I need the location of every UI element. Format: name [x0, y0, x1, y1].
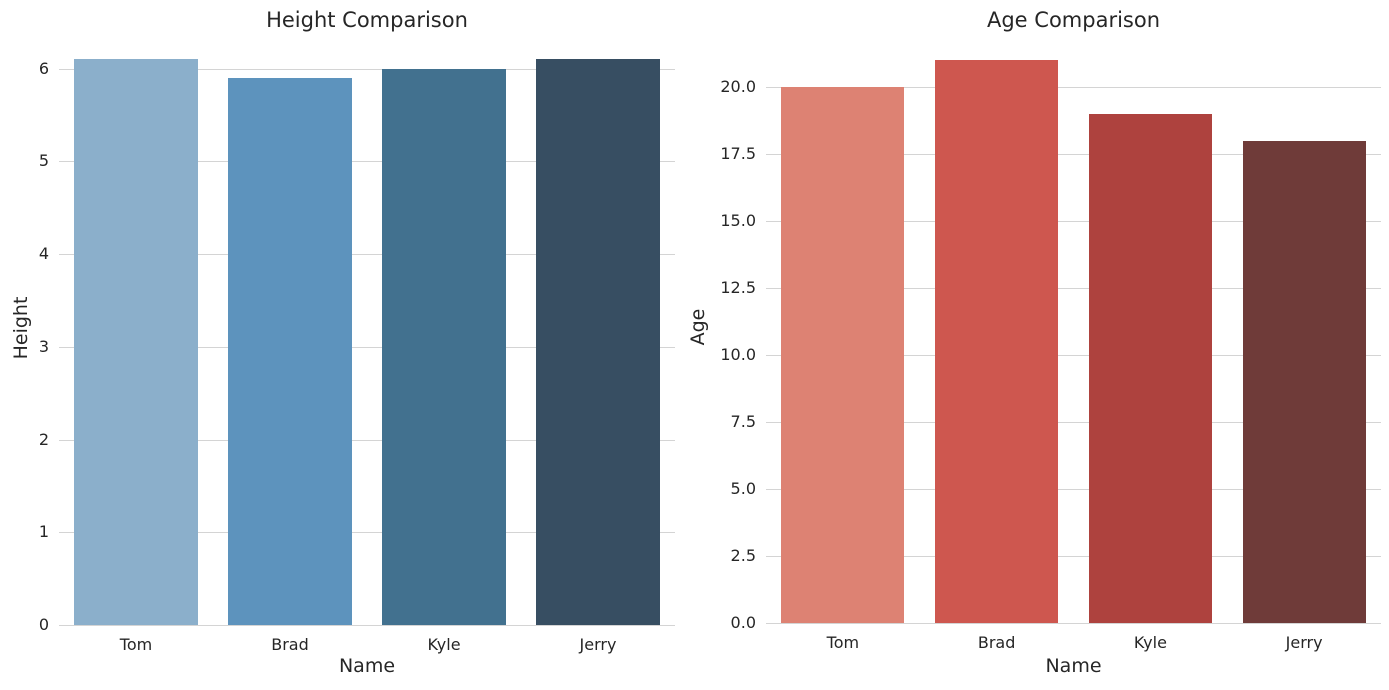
y-tick-label: 2 [38, 429, 49, 449]
y-tick-label: 6 [38, 58, 49, 78]
chart-title: Age Comparison [986, 8, 1161, 32]
y-tick-label: 0 [38, 615, 49, 634]
gridline [766, 220, 1381, 222]
x-axis-label: Name [1045, 655, 1102, 677]
y-tick-label: 20.0 [720, 76, 756, 96]
y-tick-label: 15.0 [720, 210, 756, 230]
plot-area: 0.0 2.5 5.0 7.5 10.0 12.5 15.0 17.5 20.0 Tom Brad K… [720, 32, 1381, 652]
x-tick-label: Brad [977, 633, 1016, 652]
chart-title: Height Comparison [266, 8, 468, 32]
gridline [766, 287, 1381, 289]
gridline [766, 86, 1381, 88]
bar-kyle [1088, 113, 1212, 623]
gridline [59, 68, 675, 70]
y-tick-label: 4 [38, 244, 49, 264]
x-tick-label: Jerry [1285, 633, 1323, 652]
bar-tom [74, 59, 198, 625]
gridline [59, 625, 675, 626]
x-axis-label: Name [338, 655, 396, 677]
x-tick-label: Kyle [1133, 633, 1167, 652]
bar-tom [781, 86, 905, 623]
gridline [59, 161, 675, 163]
gridline [766, 555, 1381, 557]
y-tick-label: 3 [38, 336, 49, 356]
gridline [766, 354, 1381, 356]
y-tick-label: 2.5 [730, 545, 756, 565]
bar-jerry [536, 59, 660, 625]
y-tick-label: 7.5 [730, 411, 756, 431]
gridline [766, 421, 1381, 423]
y-axis-label: Age [687, 308, 709, 346]
gridline [766, 488, 1381, 490]
x-tick-label: Jerry [579, 635, 617, 654]
y-tick-label: 5.0 [730, 478, 756, 498]
x-tick-label: Tom [826, 633, 860, 652]
gridline [766, 623, 1381, 624]
y-tick-label: 12.5 [720, 277, 756, 297]
gridline [59, 532, 675, 534]
plot-area: 0 1 2 3 4 5 6 Tom Brad Kyle Jerry [39, 31, 675, 654]
gridline [766, 153, 1381, 155]
y-tick-label: 1 [38, 522, 49, 542]
gridline [59, 254, 675, 256]
bar-brad [228, 77, 352, 625]
y-tick-label: 17.5 [720, 143, 756, 163]
x-tick-label: Tom [119, 635, 153, 654]
bar-jerry [1242, 140, 1366, 623]
y-tick-label: 5 [38, 151, 49, 171]
gridline [59, 346, 675, 348]
y-axis-label: Height [10, 296, 32, 360]
bar-brad [935, 60, 1059, 623]
x-tick-label: Brad [271, 635, 309, 654]
y-tick-label: 10.0 [720, 344, 756, 364]
bar-kyle [382, 68, 506, 625]
y-tick-label: 0.0 [730, 613, 756, 632]
x-tick-label: Kyle [427, 635, 461, 654]
gridline [59, 439, 675, 441]
